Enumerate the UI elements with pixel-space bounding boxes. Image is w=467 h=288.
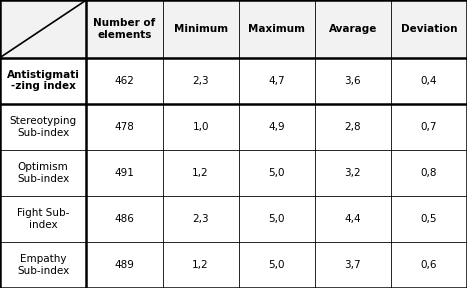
Bar (0, 242, 86, 288)
Bar (163, 242, 239, 288)
Bar (0, 104, 86, 150)
Text: 5,0: 5,0 (269, 214, 285, 224)
Bar (391, 104, 467, 150)
Bar (315, 58, 391, 104)
Bar (0, 58, 86, 104)
Text: Stereotyping
Sub-index: Stereotyping Sub-index (10, 116, 77, 137)
Bar (0, 0, 86, 58)
Text: Fight Sub-
index: Fight Sub- index (17, 208, 70, 230)
Bar (315, 0, 391, 58)
Text: 4,9: 4,9 (269, 122, 285, 132)
Bar (239, 242, 315, 288)
Text: 1,2: 1,2 (192, 260, 209, 270)
Text: 0,8: 0,8 (421, 168, 437, 178)
Bar (239, 58, 315, 104)
Text: Number of
elements: Number of elements (93, 18, 156, 40)
Bar (391, 242, 467, 288)
Bar (163, 196, 239, 242)
Text: 489: 489 (114, 260, 134, 270)
Text: 0,5: 0,5 (421, 214, 437, 224)
Text: 1,2: 1,2 (192, 168, 209, 178)
Text: 4,4: 4,4 (345, 214, 361, 224)
Bar (163, 104, 239, 150)
Bar (0, 150, 86, 196)
Text: Optimism
Sub-index: Optimism Sub-index (17, 162, 69, 184)
Text: 478: 478 (114, 122, 134, 132)
Text: Maximum: Maximum (248, 24, 305, 34)
Bar (163, 0, 239, 58)
Text: 3,2: 3,2 (345, 168, 361, 178)
Text: 2,8: 2,8 (345, 122, 361, 132)
Text: 0,6: 0,6 (421, 260, 437, 270)
Bar (315, 150, 391, 196)
Text: 2,3: 2,3 (192, 76, 209, 86)
Text: Antistigmati
-zing index: Antistigmati -zing index (7, 70, 80, 92)
Bar (239, 0, 315, 58)
Text: 3,7: 3,7 (345, 260, 361, 270)
Text: 2,3: 2,3 (192, 214, 209, 224)
Bar (391, 58, 467, 104)
Text: Empathy
Sub-index: Empathy Sub-index (17, 254, 69, 276)
Bar (391, 150, 467, 196)
Bar (86, 104, 163, 150)
Text: 491: 491 (114, 168, 134, 178)
Text: 462: 462 (114, 76, 134, 86)
Bar (86, 150, 163, 196)
Bar (315, 104, 391, 150)
Bar (0, 196, 86, 242)
Text: Avarage: Avarage (329, 24, 377, 34)
Bar (163, 58, 239, 104)
Text: 0,4: 0,4 (421, 76, 437, 86)
Text: 0,7: 0,7 (421, 122, 437, 132)
Bar (315, 242, 391, 288)
Bar (315, 196, 391, 242)
Text: 5,0: 5,0 (269, 168, 285, 178)
Bar (239, 104, 315, 150)
Text: 3,6: 3,6 (345, 76, 361, 86)
Bar (86, 58, 163, 104)
Bar (239, 196, 315, 242)
Text: 4,7: 4,7 (269, 76, 285, 86)
Bar (391, 196, 467, 242)
Text: 486: 486 (114, 214, 134, 224)
Text: 5,0: 5,0 (269, 260, 285, 270)
Bar (86, 196, 163, 242)
Text: Deviation: Deviation (401, 24, 457, 34)
Bar (86, 0, 163, 58)
Bar (86, 242, 163, 288)
Bar (239, 150, 315, 196)
Text: 1,0: 1,0 (192, 122, 209, 132)
Text: Minimum: Minimum (174, 24, 227, 34)
Bar (163, 150, 239, 196)
Bar (391, 0, 467, 58)
